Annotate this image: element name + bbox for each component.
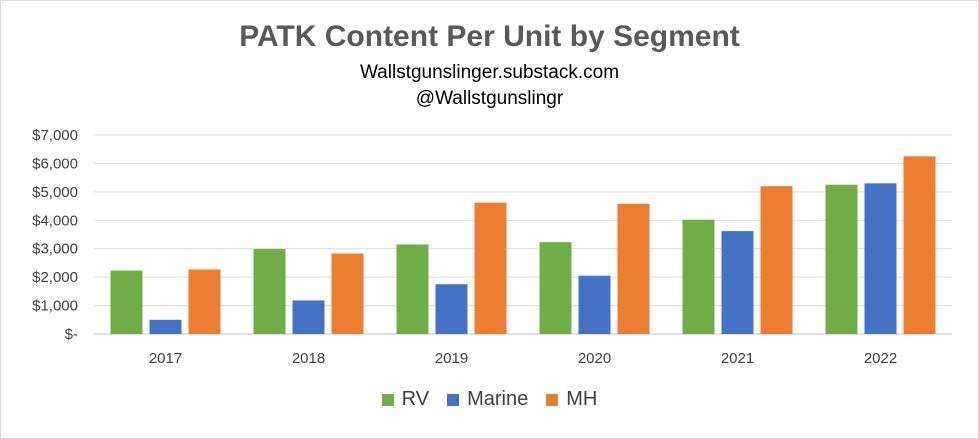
y-tick-label: $- <box>65 326 78 343</box>
y-tick-label: $1,000 <box>32 298 78 315</box>
y-tick-label: $7,000 <box>32 127 78 144</box>
legend-label-mh: MH <box>566 388 598 410</box>
legend-item-rv: RV <box>381 388 430 411</box>
bar-rv-2017 <box>110 270 143 334</box>
chart-title: PATK Content Per Unit by Segment <box>239 20 740 53</box>
legend-swatch-rv <box>381 393 394 406</box>
bar-mh-2018 <box>331 253 364 334</box>
legend-swatch-mh <box>546 393 559 406</box>
legend-swatch-marine <box>447 393 460 406</box>
bar-mh-2022 <box>903 156 936 334</box>
bar-marine-2019 <box>435 284 468 334</box>
legend-item-mh: MH <box>546 388 597 411</box>
bar-marine-2021 <box>721 231 754 334</box>
y-tick-label: $3,000 <box>32 241 78 258</box>
bar-marine-2018 <box>292 300 325 334</box>
bar-rv-2022 <box>825 184 858 334</box>
bar-mh-2020 <box>617 203 650 334</box>
x-tick-label: 2022 <box>864 350 897 367</box>
x-tick-label: 2020 <box>578 350 611 367</box>
bar-mh-2019 <box>474 202 507 334</box>
legend: RV Marine MH <box>0 388 979 411</box>
bar-rv-2021 <box>682 219 715 334</box>
legend-item-marine: Marine <box>447 388 528 411</box>
y-tick-label: $6,000 <box>32 155 78 172</box>
legend-label-rv: RV <box>401 388 430 410</box>
legend-label-marine: Marine <box>467 388 529 410</box>
chart-subtitle-website: Wallstgunslinger.substack.com <box>359 62 620 83</box>
bar-marine-2017 <box>149 319 182 334</box>
y-tick-label: $2,000 <box>32 269 78 286</box>
bar-rv-2019 <box>396 244 429 334</box>
y-tick-label: $4,000 <box>32 212 78 229</box>
x-tick-label: 2021 <box>721 350 754 367</box>
chart-subtitle-handle: @Wallstgunslingr <box>415 88 564 109</box>
bar-marine-2020 <box>578 275 611 334</box>
bar-rv-2018 <box>253 248 286 334</box>
bar-mh-2021 <box>760 186 793 334</box>
bar-marine-2022 <box>864 183 897 334</box>
y-tick-label: $5,000 <box>32 184 78 201</box>
x-tick-label: 2019 <box>435 350 468 367</box>
x-tick-label: 2017 <box>149 350 182 367</box>
bar-mh-2017 <box>188 269 221 334</box>
bar-rv-2020 <box>539 242 572 334</box>
x-tick-label: 2018 <box>292 350 325 367</box>
